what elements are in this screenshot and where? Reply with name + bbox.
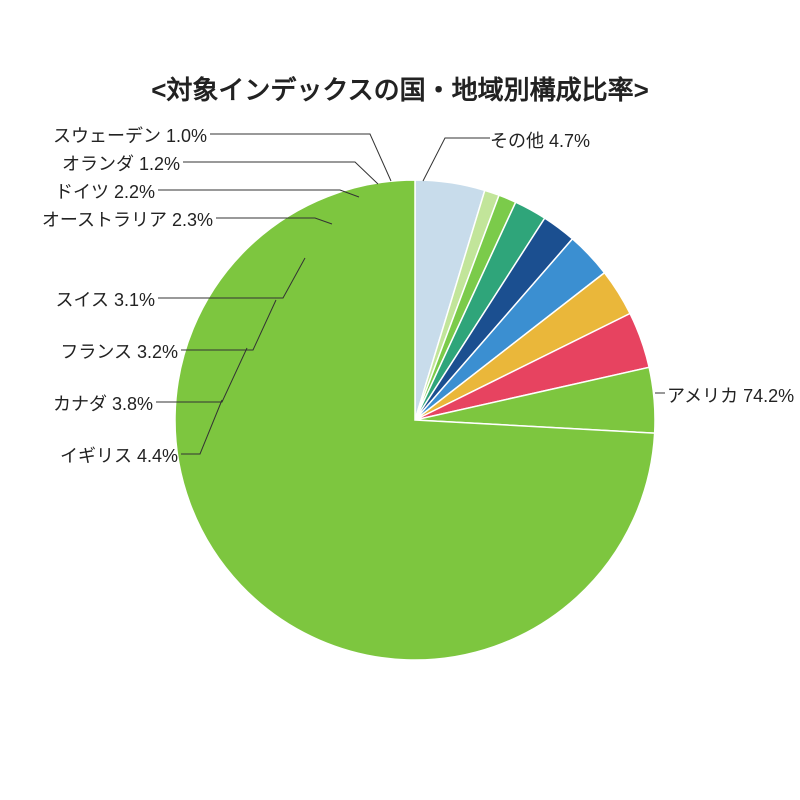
slice-label: イギリス 4.4% <box>60 442 178 468</box>
slice-label: ドイツ 2.2% <box>55 178 155 204</box>
slice-label: スイス 3.1% <box>56 286 156 312</box>
slice-label: フランス 3.2% <box>60 338 178 364</box>
slice-label: アメリカ 74.2% <box>667 382 794 408</box>
pie-chart: <対象インデックスの国・地域別構成比率> その他 4.7%スウェーデン 1.0%… <box>0 0 800 800</box>
slice-label: スウェーデン 1.0% <box>53 122 207 148</box>
slice-label: カナダ 3.8% <box>53 390 153 416</box>
slice-label: その他 4.7% <box>490 127 590 153</box>
slice-label: オーストラリア 2.3% <box>42 206 213 232</box>
slice-label: オランダ 1.2% <box>62 150 180 176</box>
